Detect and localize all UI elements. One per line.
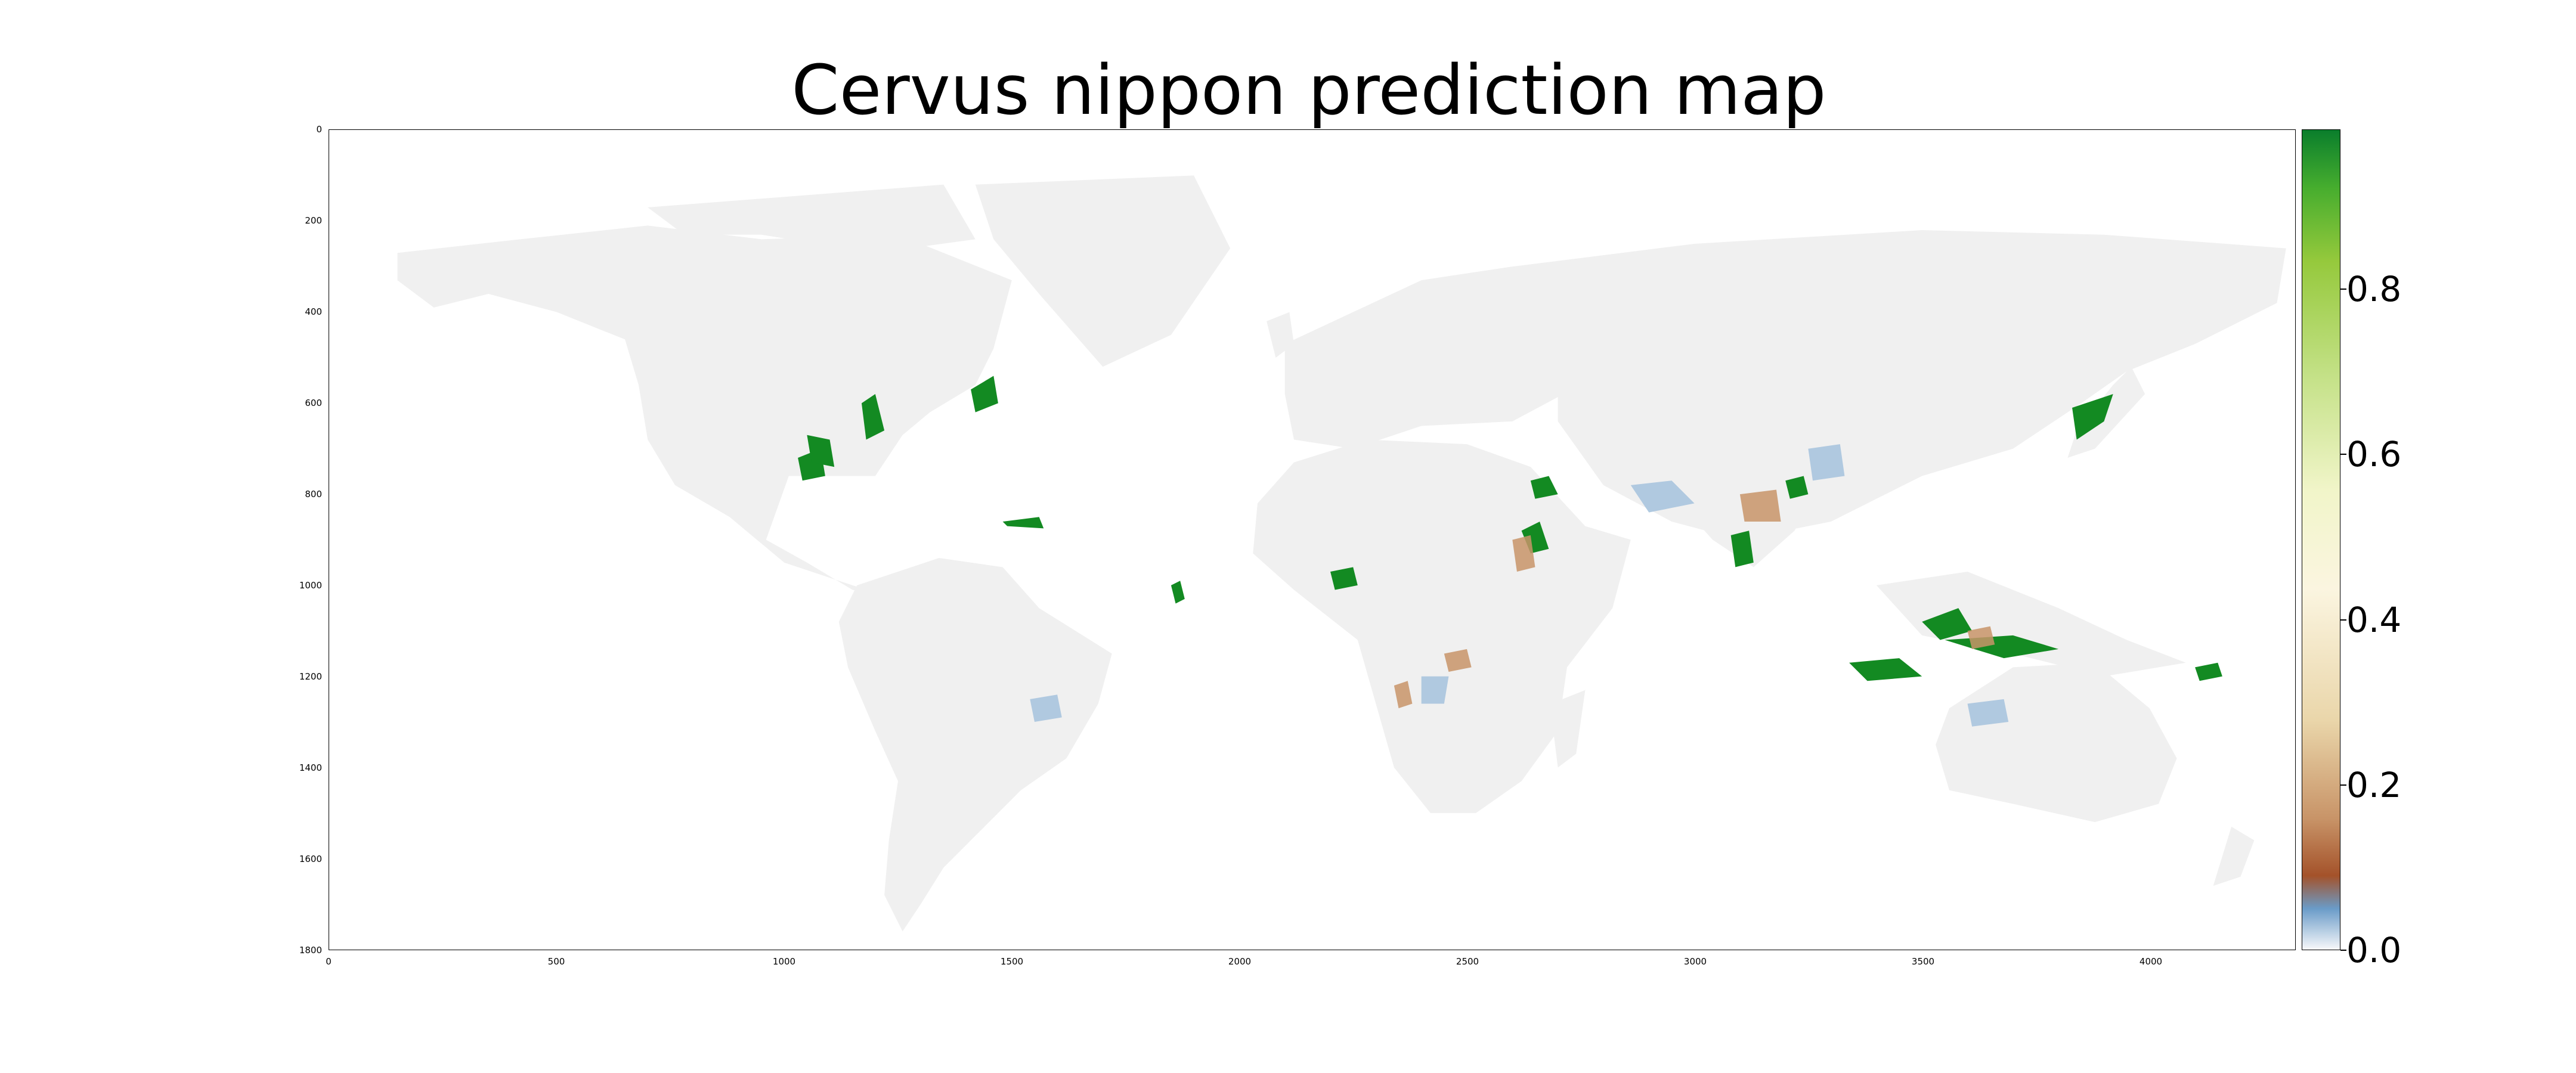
- land-south-america: [838, 558, 1112, 932]
- land-north-america: [397, 225, 1012, 599]
- land-europe: [1284, 266, 1581, 449]
- land-asia: [1512, 230, 2286, 540]
- y-tick-label: 600: [305, 398, 322, 408]
- land-masses: [397, 175, 2286, 932]
- y-tick-label: 1600: [299, 854, 322, 864]
- y-tick-label: 1000: [299, 580, 322, 591]
- y-tick-label: 200: [305, 215, 322, 226]
- land-new-zealand: [2213, 826, 2255, 886]
- colorbar-tick: [2340, 784, 2346, 786]
- x-tick-label: 1500: [1000, 956, 1024, 967]
- land-australia: [1936, 662, 2177, 823]
- x-tick-label: 3500: [1911, 956, 1935, 967]
- land-madagascar: [1553, 690, 1586, 768]
- colorbar-label: 0.2: [2346, 765, 2402, 805]
- x-tick-label: 0: [326, 956, 332, 967]
- map-area[interactable]: [329, 129, 2296, 950]
- colorbar-label: 0.4: [2346, 600, 2402, 640]
- colorbar-tick: [2340, 619, 2346, 621]
- colorbar-tick: [2340, 950, 2346, 951]
- land-greenland: [975, 175, 1231, 367]
- x-tick-label: 3000: [1683, 956, 1707, 967]
- x-tick-label: 1000: [772, 956, 796, 967]
- colorbar-label: 0.6: [2346, 434, 2402, 475]
- y-tick-label: 400: [305, 306, 322, 317]
- land-se-asia-islands: [1876, 571, 2186, 677]
- y-tick-label: 800: [305, 489, 322, 500]
- y-tick-label: 1400: [299, 762, 322, 773]
- y-tick-label: 0: [316, 124, 322, 135]
- land-arctic-islands: [648, 184, 976, 253]
- colorbar-tick: [2340, 289, 2346, 290]
- x-tick-label: 4000: [2139, 956, 2163, 967]
- land-africa: [1253, 439, 1631, 813]
- y-tick-label: 1200: [299, 671, 322, 682]
- prediction-low-areas: [1394, 489, 1995, 709]
- x-tick-label: 2500: [1456, 956, 1479, 967]
- land-uk: [1267, 312, 1294, 358]
- x-tick-label: 500: [547, 956, 565, 967]
- colorbar-tick: [2340, 454, 2346, 455]
- prediction-highlights: [798, 376, 2222, 681]
- colorbar: [2302, 129, 2340, 950]
- x-tick-label: 2000: [1228, 956, 1252, 967]
- colorbar-label: 0.8: [2346, 269, 2402, 309]
- y-tick-label: 1800: [299, 945, 322, 956]
- colorbar-label: 0.0: [2346, 930, 2402, 970]
- world-map: [397, 175, 2286, 932]
- prediction-blue-areas: [1030, 444, 2009, 727]
- map-title: Cervus nippon prediction map: [791, 51, 1826, 131]
